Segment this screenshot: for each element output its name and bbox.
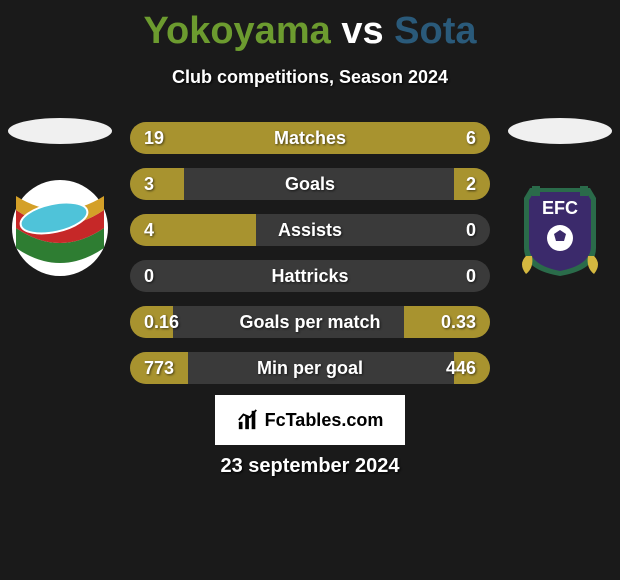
stat-row: Min per goal773 446 bbox=[130, 352, 490, 384]
stat-label: Min per goal bbox=[130, 352, 490, 384]
stat-value-right: 446 bbox=[446, 352, 476, 384]
player2-name: Sota bbox=[394, 10, 476, 52]
chart-icon bbox=[237, 409, 259, 431]
player2-silhouette bbox=[508, 118, 612, 144]
stat-label: Goals per match bbox=[130, 306, 490, 338]
stat-value-left: 0 bbox=[144, 260, 154, 292]
stat-row: Matches19 6 bbox=[130, 122, 490, 154]
stat-label: Matches bbox=[130, 122, 490, 154]
player2-club-badge: EFC bbox=[510, 178, 610, 278]
stat-value-right: 6 bbox=[466, 122, 476, 154]
stats-area: Matches196Goals32Assists40Hattricks00Goa… bbox=[130, 122, 490, 398]
vs-text: vs bbox=[341, 10, 383, 52]
stat-label: Goals bbox=[130, 168, 490, 200]
stat-row: Assists4 0 bbox=[130, 214, 490, 246]
stat-value-left: 3 bbox=[144, 168, 154, 200]
comparison-title: Yokoyama vs Sota bbox=[0, 0, 620, 53]
stat-value-right: 0 bbox=[466, 214, 476, 246]
fctables-label: FcTables.com bbox=[265, 410, 384, 431]
stat-value-right: 0.33 bbox=[441, 306, 476, 338]
stat-value-right: 2 bbox=[466, 168, 476, 200]
subtitle: Club competitions, Season 2024 bbox=[0, 67, 620, 88]
date-text: 23 september 2024 bbox=[0, 455, 620, 478]
stat-row: Hattricks0 0 bbox=[130, 260, 490, 292]
stat-value-right: 0 bbox=[466, 260, 476, 292]
stat-row: Goals per match0.16 0.33 bbox=[130, 306, 490, 338]
fctables-watermark: FcTables.com bbox=[215, 395, 405, 445]
player1-club-badge bbox=[10, 178, 110, 278]
stat-label: Assists bbox=[130, 214, 490, 246]
stat-row: Goals3 2 bbox=[130, 168, 490, 200]
stat-label: Hattricks bbox=[130, 260, 490, 292]
player1-column bbox=[0, 118, 120, 278]
player2-column: EFC bbox=[500, 118, 620, 278]
stat-value-left: 0.16 bbox=[144, 306, 179, 338]
badge2-tower-left bbox=[532, 186, 540, 196]
player1-silhouette bbox=[8, 118, 112, 144]
badge2-flourish-left bbox=[522, 256, 532, 274]
stat-value-left: 19 bbox=[144, 122, 164, 154]
stat-value-left: 773 bbox=[144, 352, 174, 384]
badge2-letters: EFC bbox=[542, 198, 578, 218]
stat-value-left: 4 bbox=[144, 214, 154, 246]
badge2-flourish-right bbox=[588, 256, 598, 274]
player1-name: Yokoyama bbox=[143, 10, 330, 52]
badge2-tower-right bbox=[580, 186, 588, 196]
